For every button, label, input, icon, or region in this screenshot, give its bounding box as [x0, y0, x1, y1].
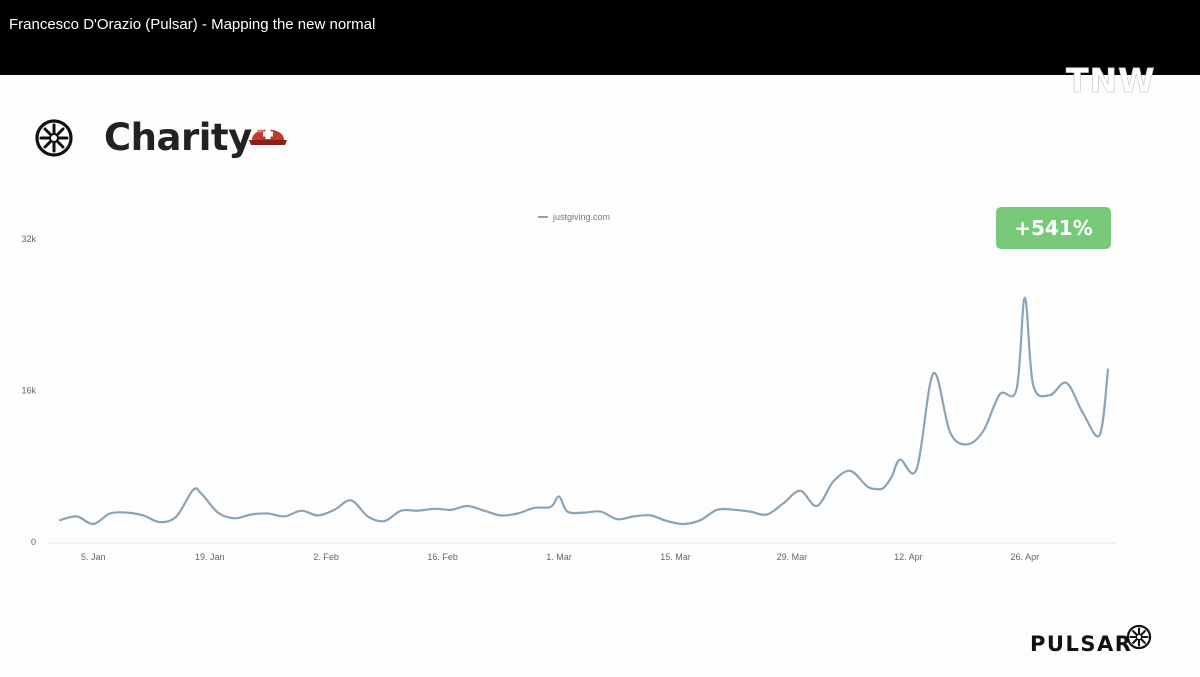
x-tick-label: 29. Mar: [777, 552, 808, 562]
tnw-logo: TNW: [1066, 62, 1156, 98]
growth-badge: +541%: [996, 207, 1111, 249]
y-tick-label: 0: [31, 537, 36, 547]
pulsar-logo-text: PULSAR: [1030, 632, 1133, 656]
x-tick-label: 19. Jan: [195, 552, 225, 562]
y-tick-label: 16k: [21, 386, 36, 396]
x-tick-label: 12. Apr: [894, 552, 923, 562]
y-tick-label: 32k: [21, 234, 36, 244]
x-tick-label: 26. Apr: [1011, 552, 1040, 562]
slide-heading: Charity: [104, 116, 252, 159]
x-tick-label: 1. Mar: [546, 552, 572, 562]
rescue-helmet-icon: [249, 129, 287, 145]
line-chart: 0 16k 32k 5. Jan 19. Jan 2. Feb 16. Feb 1. Mar 1…: [21, 212, 1116, 562]
x-tick-label: 16. Feb: [427, 552, 458, 562]
pulsar-star-icon: [1126, 624, 1152, 650]
x-tick-label: 5. Jan: [81, 552, 106, 562]
series-line-justgiving: [58, 296, 1110, 526]
slide: [0, 75, 1200, 677]
tnw-logo-text: TNW: [1066, 62, 1156, 98]
video-title-bar: Francesco D'Orazio (Pulsar) - Mapping th…: [0, 0, 1200, 75]
x-tick-label: 15. Mar: [660, 552, 691, 562]
x-tick-label: 2. Feb: [313, 552, 339, 562]
pulsar-star-icon: [35, 119, 73, 157]
video-title: Francesco D'Orazio (Pulsar) - Mapping th…: [9, 16, 376, 33]
legend-label: justgiving.com: [552, 212, 610, 222]
